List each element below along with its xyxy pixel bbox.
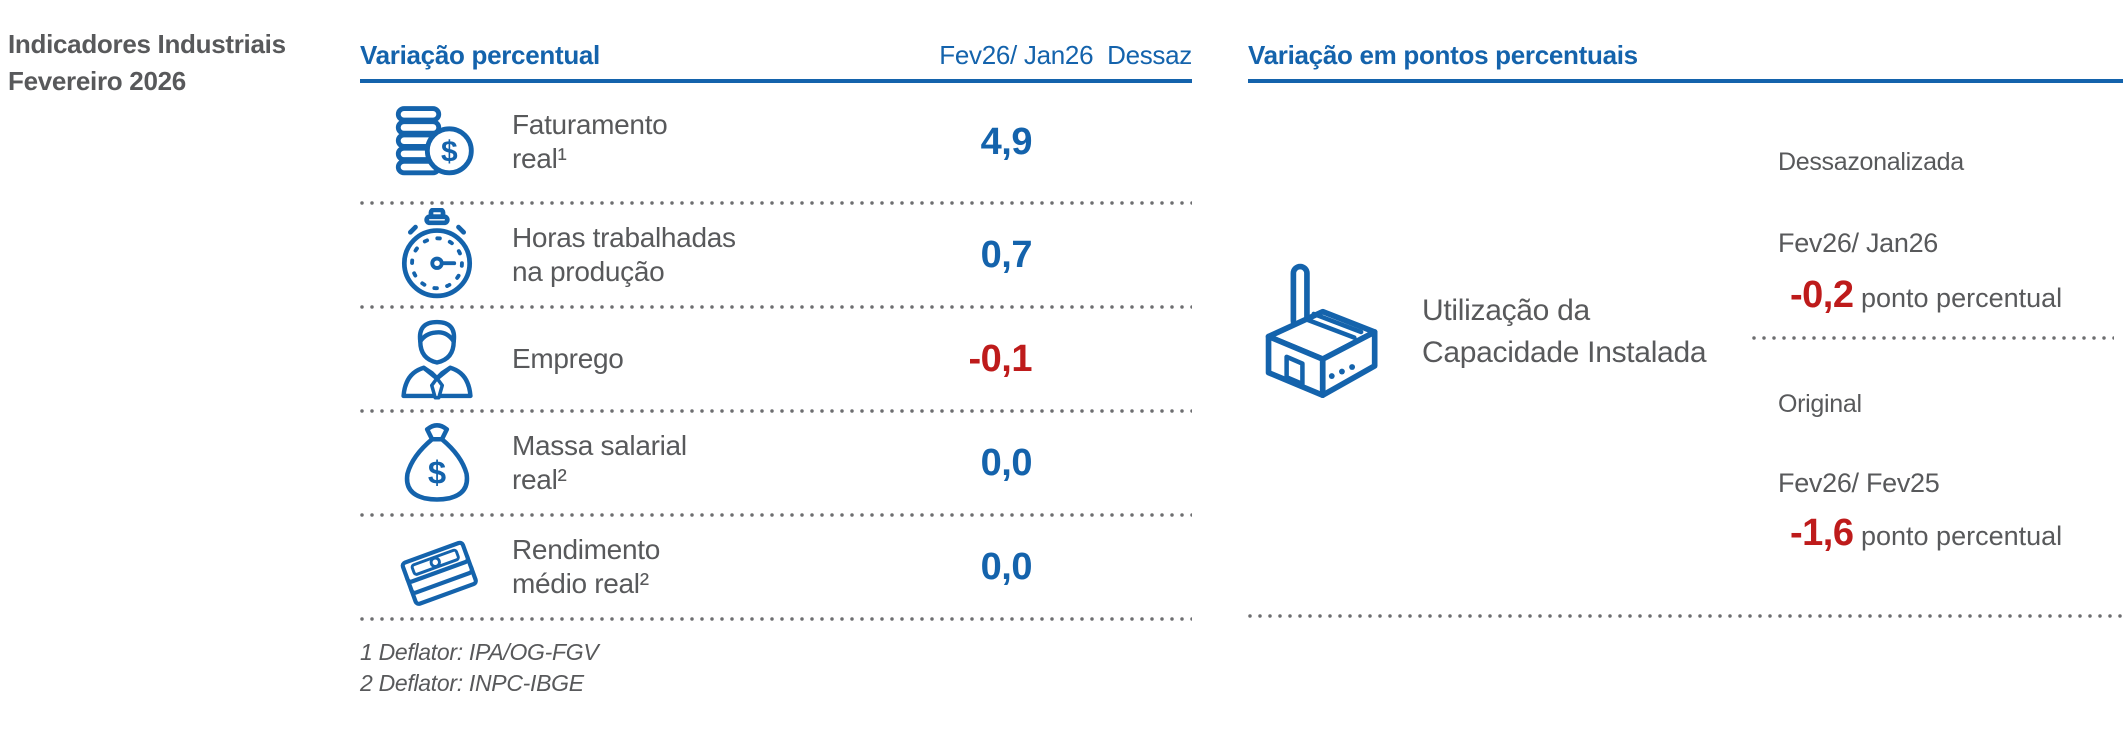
banknotes-icon — [386, 525, 488, 609]
dotted-divider — [1248, 614, 2123, 618]
row-value: 0,7 — [980, 233, 1033, 276]
points-value: -1,6 — [1790, 512, 1854, 554]
row-label: Faturamento real¹ — [512, 109, 668, 174]
table-row: Emprego -0,1 — [360, 309, 1192, 409]
row-value: 0,0 — [980, 545, 1033, 588]
coins-dollar-icon: $ — [386, 98, 488, 186]
dotted-divider — [360, 617, 1192, 621]
series-label-original: Original — [1778, 390, 1862, 418]
table-row: Rendimento médio real² 0,0 — [360, 517, 1192, 617]
indicator-label: Utilização da Capacidade Instalada — [1422, 294, 1707, 369]
dotted-divider — [360, 409, 1192, 413]
right-panel-header: Variação em pontos percentuais — [1248, 40, 2123, 83]
left-column-header: Fev26/ Jan26 Dessaz — [939, 40, 1192, 70]
capacity-indicator: Utilização da Capacidade Instalada — [1256, 262, 1707, 402]
series-label-dessazonalizada: Dessazonalizada — [1778, 148, 1964, 176]
table-row: Horas trabalhadas na produção 0,7 — [360, 205, 1192, 305]
row-label: Rendimento médio real² — [512, 534, 660, 599]
points-unit: ponto percentual — [1853, 521, 2063, 551]
factory-icon — [1256, 262, 1394, 402]
stopwatch-icon — [386, 207, 488, 303]
row-label: Massa salarial real² — [512, 430, 687, 495]
points-variation-panel: Variação em pontos percentuais Utili — [1248, 40, 2123, 660]
row-label: Horas trabalhadas na produção — [512, 222, 736, 287]
page-title: Indicadores Industriais Fevereiro 2026 — [8, 29, 286, 96]
value-line: -0,2 ponto percentual — [1790, 274, 2062, 317]
money-bag-icon: $ — [386, 417, 488, 509]
percent-variation-panel: Variação percentual Fev26/ Jan26 Dessaz … — [360, 40, 1192, 699]
dotted-divider — [360, 201, 1192, 205]
dotted-divider — [360, 305, 1192, 309]
row-label: Emprego — [512, 343, 624, 374]
row-value: 0,0 — [980, 441, 1033, 484]
table-row: $ Massa salarial real² 0,0 — [360, 413, 1192, 513]
row-value: 4,9 — [980, 120, 1033, 163]
row-value: -0,1 — [968, 337, 1033, 380]
period-label: Fev26/ Jan26 — [1778, 228, 1939, 258]
period-label: Fev26/ Fev25 — [1778, 468, 1940, 498]
dotted-divider — [360, 513, 1192, 517]
table-row: $ Faturamento real¹ 4,9 — [360, 83, 1192, 201]
worker-icon — [386, 313, 488, 405]
value-line: -1,6 ponto percentual — [1790, 512, 2062, 555]
left-section-title: Variação percentual — [360, 40, 600, 70]
points-value: -0,2 — [1790, 274, 1854, 316]
left-panel-header: Variação percentual Fev26/ Jan26 Dessaz — [360, 40, 1192, 83]
points-unit: ponto percentual — [1853, 283, 2063, 313]
dotted-divider — [1752, 336, 2114, 340]
right-section-title: Variação em pontos percentuais — [1248, 40, 1638, 70]
deflator-footnotes: 1 Deflator: IPA/OG-FGV 2 Deflator: INPC-… — [360, 639, 599, 696]
svg-text:$: $ — [428, 454, 446, 491]
svg-text:$: $ — [441, 135, 458, 168]
